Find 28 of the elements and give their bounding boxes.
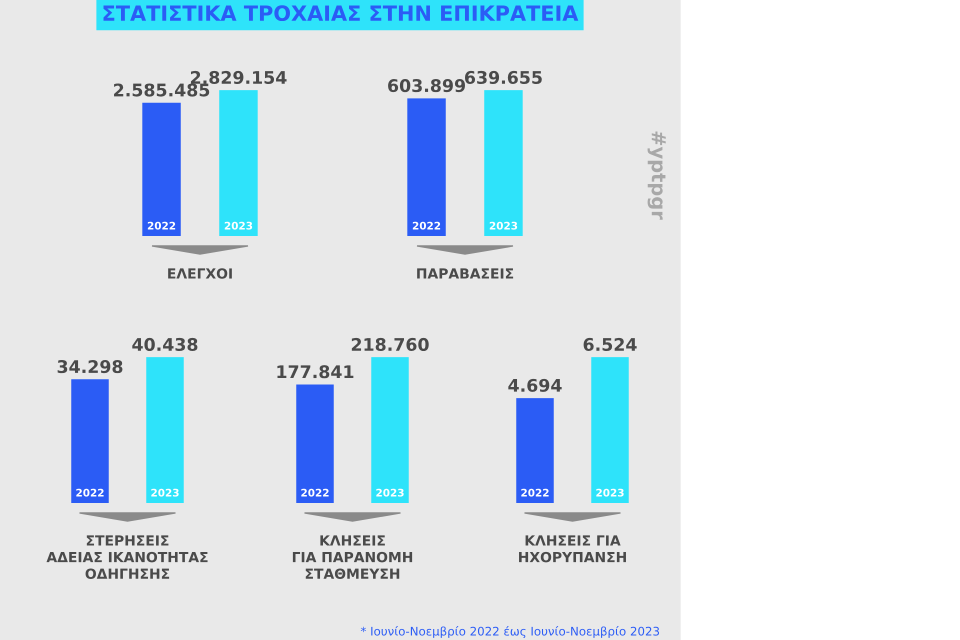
text: ΣΤΑΤΙΣΤΙΚΑ ΤΡΟΧΑΙΑΣ ΣΤΗΝ ΕΠΙΚΡΑΤΕΙΑ [104, 5, 578, 22]
data-label: 2.829.154 [190, 70, 287, 84]
x-tick-label: 2023 [224, 222, 252, 230]
data-label: 40.438 [132, 338, 198, 352]
x-tick-label: 2023 [151, 488, 179, 497]
x-tick-label: 2023 [490, 222, 518, 230]
x-axis-title: ΚΛΗΣΕΙΣ ΓΙΑ ΠΑΡΑΝΟΜΗ ΣΤΑΘΜΕΥΣΗ [292, 535, 412, 579]
x-tick-label: 2022 [521, 488, 549, 497]
data-label: 218.760 [352, 338, 429, 352]
x-axis-title: ΠΑΡΑΒΑΣΕΙΣ [417, 268, 514, 279]
data-label: 177.841 [277, 365, 354, 378]
text: #yptpgr [648, 132, 666, 220]
x-tick-label: 2023 [376, 488, 404, 497]
x-axis-title: ΕΛΕΓΧΟΙ [168, 268, 232, 279]
x-tick-label: 2022 [148, 222, 176, 230]
data-label: 34.298 [58, 360, 122, 374]
data-label: 6.524 [584, 338, 637, 352]
text: * Ιουνίο-Νοεμβρίο 2022 έως Ιουνίο-Νοεμβρίο 2023 [360, 626, 660, 638]
x-tick-label: 2023 [596, 488, 624, 497]
x-axis-title: ΚΛΗΣΕΙΣ ΓΙΑ ΗΧΟΡΥΠΑΝΣΗ [519, 535, 626, 562]
data-label: 2.585.485 [114, 83, 210, 97]
x-axis-title: ΣΤΕΡΗΣΕΙΣ ΑΔΕΙΑΣ ΙΚΑΝΟΤΗΤΑΣ ΟΔΗΓΗΣΗΣ [46, 535, 208, 579]
x-tick-label: 2022 [412, 222, 440, 230]
data-label: 639.655 [465, 70, 542, 84]
data-label: 4.694 [508, 378, 562, 392]
x-tick-label: 2022 [301, 488, 329, 497]
data-label: 603.899 [388, 79, 465, 92]
x-tick-label: 2022 [76, 488, 104, 497]
